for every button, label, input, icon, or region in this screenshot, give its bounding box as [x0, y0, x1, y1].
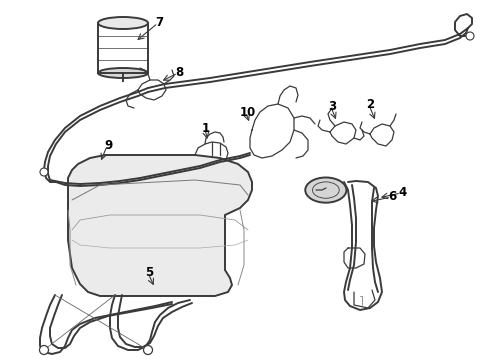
- Circle shape: [466, 32, 474, 40]
- Circle shape: [40, 346, 49, 355]
- Ellipse shape: [98, 17, 148, 29]
- Circle shape: [144, 346, 152, 355]
- Ellipse shape: [98, 68, 148, 78]
- Text: 2: 2: [366, 98, 374, 111]
- Ellipse shape: [305, 177, 346, 203]
- Text: 3: 3: [328, 99, 336, 113]
- Polygon shape: [68, 155, 252, 296]
- Text: 10: 10: [240, 105, 256, 118]
- Text: 8: 8: [175, 66, 183, 78]
- Text: 9: 9: [104, 139, 112, 152]
- Text: 5: 5: [145, 266, 153, 279]
- Text: 6: 6: [388, 189, 396, 202]
- Text: 7: 7: [155, 15, 163, 28]
- Circle shape: [40, 168, 48, 176]
- Text: 1: 1: [202, 122, 210, 135]
- Text: 4: 4: [398, 185, 406, 198]
